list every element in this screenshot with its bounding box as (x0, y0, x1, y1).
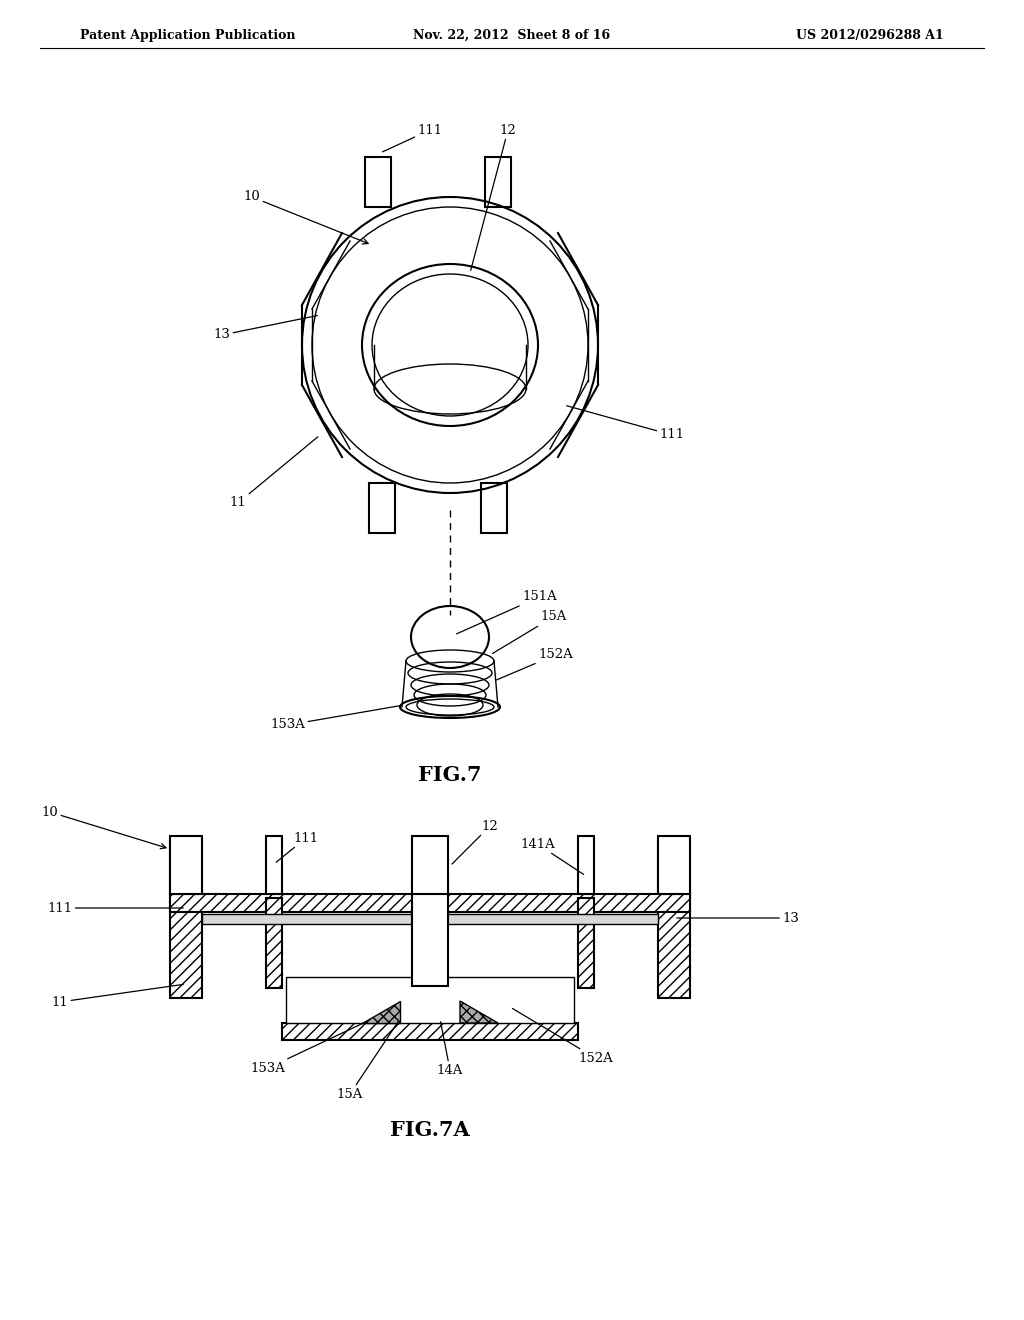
Bar (578, 836, 594, 894)
Text: 152A: 152A (512, 1008, 612, 1064)
Bar (282, 1023, 578, 1040)
Bar (266, 898, 282, 987)
Text: 111: 111 (276, 832, 318, 862)
Text: 11: 11 (229, 437, 317, 510)
Bar (412, 878, 449, 986)
Text: 13: 13 (677, 912, 799, 924)
Bar (170, 836, 202, 894)
Bar (202, 913, 658, 924)
Text: 152A: 152A (497, 648, 572, 680)
Bar (658, 836, 690, 894)
Text: 15A: 15A (493, 610, 566, 653)
Bar (485, 157, 511, 207)
Text: FIG.7: FIG.7 (418, 766, 481, 785)
Polygon shape (460, 1001, 498, 1023)
Text: 15A: 15A (337, 1022, 398, 1101)
Text: 13: 13 (214, 315, 317, 342)
Text: US 2012/0296288 A1: US 2012/0296288 A1 (797, 29, 944, 41)
Bar (170, 842, 202, 998)
Text: 10: 10 (42, 805, 166, 849)
Text: 12: 12 (452, 820, 499, 865)
Text: Nov. 22, 2012  Sheet 8 of 16: Nov. 22, 2012 Sheet 8 of 16 (414, 29, 610, 41)
Text: 151A: 151A (457, 590, 557, 634)
Bar (658, 842, 690, 998)
Bar (412, 836, 449, 894)
Text: 111: 111 (383, 124, 442, 152)
Polygon shape (362, 1001, 400, 1023)
Text: 111: 111 (47, 902, 183, 915)
Text: FIG.7A: FIG.7A (390, 1119, 470, 1140)
Text: 141A: 141A (520, 837, 584, 874)
Bar (170, 894, 690, 912)
Text: 111: 111 (566, 405, 685, 441)
Text: 11: 11 (51, 985, 183, 1008)
Text: 14A: 14A (437, 1022, 463, 1077)
Text: 10: 10 (244, 190, 368, 244)
Bar (365, 157, 391, 207)
Bar (286, 977, 574, 1023)
Text: 12: 12 (471, 124, 516, 271)
Bar (481, 483, 507, 533)
Text: 153A: 153A (251, 1020, 370, 1074)
Bar (578, 898, 594, 987)
Text: Patent Application Publication: Patent Application Publication (80, 29, 296, 41)
Text: 153A: 153A (270, 705, 401, 731)
Bar (369, 483, 395, 533)
Bar (266, 836, 282, 894)
